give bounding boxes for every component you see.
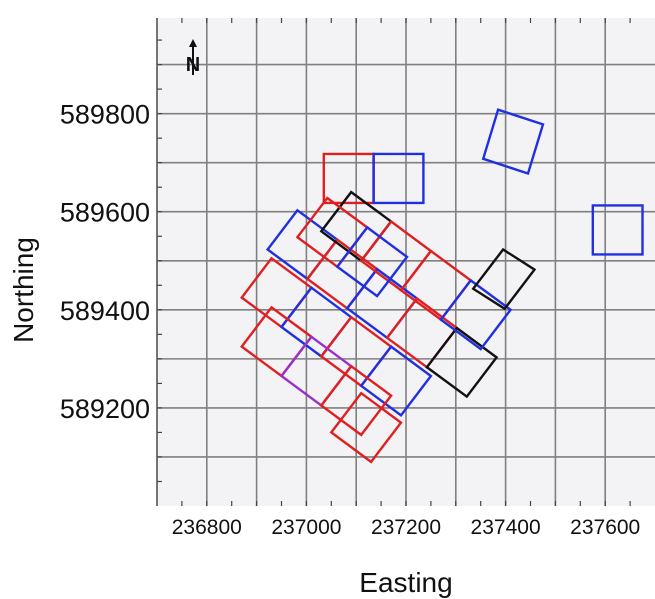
footprint-red (329, 391, 403, 464)
x-tick-label: 237600 (570, 516, 640, 539)
footprint-blue (481, 108, 545, 176)
x-tick-label: 236800 (172, 516, 242, 539)
north-arrow-label: N (186, 54, 200, 76)
footprint-polygons (240, 108, 644, 464)
footprint-red (319, 364, 393, 437)
footprint-blue (335, 225, 409, 298)
x-tick-label: 237200 (371, 516, 441, 539)
y-tick-label: 589200 (60, 394, 150, 424)
footprint-blue (591, 204, 644, 256)
footprint-black (471, 247, 537, 311)
y-tick-label: 589800 (60, 100, 150, 130)
north-arrow-icon: N (186, 39, 200, 76)
x-tick-label: 237400 (471, 516, 541, 539)
x-axis-ticks: 236800 237000 237200 237400 237600 (172, 516, 640, 539)
footprint-blue (372, 152, 425, 205)
x-axis-title: Easting (359, 567, 452, 598)
y-axis-title: Northing (8, 237, 39, 343)
y-tick-label: 589400 (60, 296, 150, 326)
footprint-blue (359, 344, 433, 417)
x-tick-label: 237000 (271, 516, 341, 539)
y-tick-label: 589600 (60, 198, 150, 228)
footprint-blue (439, 278, 513, 351)
y-axis-ticks: 589200 589400 589600 589800 (60, 100, 150, 424)
